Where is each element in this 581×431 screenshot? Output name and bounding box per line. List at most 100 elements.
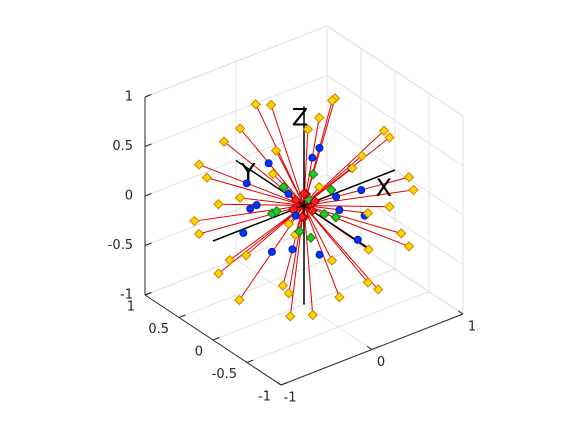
point (277, 280, 289, 291)
point (362, 207, 374, 219)
point (285, 311, 296, 322)
y-axis-label: Y (240, 158, 256, 186)
point (294, 226, 305, 237)
point (408, 184, 419, 196)
point (403, 241, 415, 252)
stem (289, 205, 305, 317)
point (395, 228, 407, 239)
point (307, 309, 318, 321)
y-tick (246, 359, 254, 363)
stem (303, 205, 379, 290)
point (189, 215, 200, 227)
point (313, 181, 325, 193)
point (224, 254, 235, 266)
point (356, 150, 368, 161)
stem (303, 176, 410, 206)
point (384, 201, 395, 212)
point (283, 218, 295, 230)
y-tick-label: 0.5 (148, 322, 169, 337)
stem (270, 104, 305, 206)
point (308, 153, 317, 162)
point (357, 186, 366, 195)
point (271, 205, 282, 217)
point (193, 159, 205, 170)
point (373, 284, 384, 295)
z-tick (144, 94, 152, 98)
point (305, 232, 317, 243)
z-tick-label: -1 (120, 288, 133, 303)
stem (303, 205, 390, 208)
point (234, 123, 246, 134)
y-tick-label: 0 (195, 345, 203, 360)
point (201, 172, 213, 183)
stem (303, 205, 314, 316)
x-tick (366, 345, 373, 350)
point (326, 184, 337, 196)
point (270, 145, 282, 156)
point (378, 125, 390, 136)
point (332, 192, 341, 201)
point (335, 206, 344, 215)
point (363, 244, 374, 255)
x-tick (457, 310, 464, 315)
point (264, 159, 273, 168)
z-tick (144, 292, 152, 296)
stem (206, 177, 305, 206)
point (313, 112, 325, 123)
x-tick (275, 381, 282, 386)
grid-line (326, 174, 464, 265)
stem (303, 205, 369, 283)
point (239, 228, 248, 237)
point (319, 208, 330, 220)
grid-line (144, 25, 328, 98)
stem (194, 205, 305, 222)
stem (239, 128, 305, 206)
point (309, 196, 321, 207)
point (384, 132, 395, 143)
stem (198, 205, 305, 235)
y-tick (212, 337, 220, 341)
z-tick-label: 0 (125, 189, 133, 204)
grid-line (246, 291, 430, 363)
z-tick-label: 0.5 (112, 139, 133, 154)
point (330, 212, 342, 223)
point (298, 188, 310, 199)
stem (275, 150, 305, 206)
z-tick-label: 1 (125, 90, 133, 105)
y-tick-label: -0.5 (212, 367, 237, 382)
stem (303, 205, 333, 261)
grid-line (326, 223, 464, 315)
y-tick (280, 382, 288, 386)
stem (240, 197, 305, 206)
point (250, 99, 261, 110)
point (315, 250, 324, 259)
x-axis-label: X (375, 174, 391, 202)
z-tick (144, 193, 152, 197)
grid-line (326, 25, 464, 117)
stem (303, 189, 414, 206)
x-tick-label: 0 (377, 355, 385, 370)
grid-line (144, 174, 328, 246)
z-tick-label: -0.5 (108, 238, 133, 253)
point (327, 95, 338, 106)
point (234, 294, 245, 306)
x-tick-label: -1 (284, 391, 297, 406)
point (284, 189, 293, 198)
stem (229, 205, 305, 261)
z-tick (144, 242, 152, 246)
point (347, 162, 358, 174)
point (267, 168, 279, 180)
z-tick (144, 143, 152, 147)
point (242, 179, 251, 188)
point (307, 169, 319, 180)
stem (218, 203, 305, 206)
point (403, 171, 415, 183)
y-tick-label: -1 (258, 390, 271, 405)
stem (303, 137, 390, 206)
point (353, 235, 362, 244)
point (234, 192, 246, 204)
point (213, 199, 224, 210)
point (252, 201, 261, 210)
point (193, 228, 205, 240)
point (291, 211, 300, 220)
